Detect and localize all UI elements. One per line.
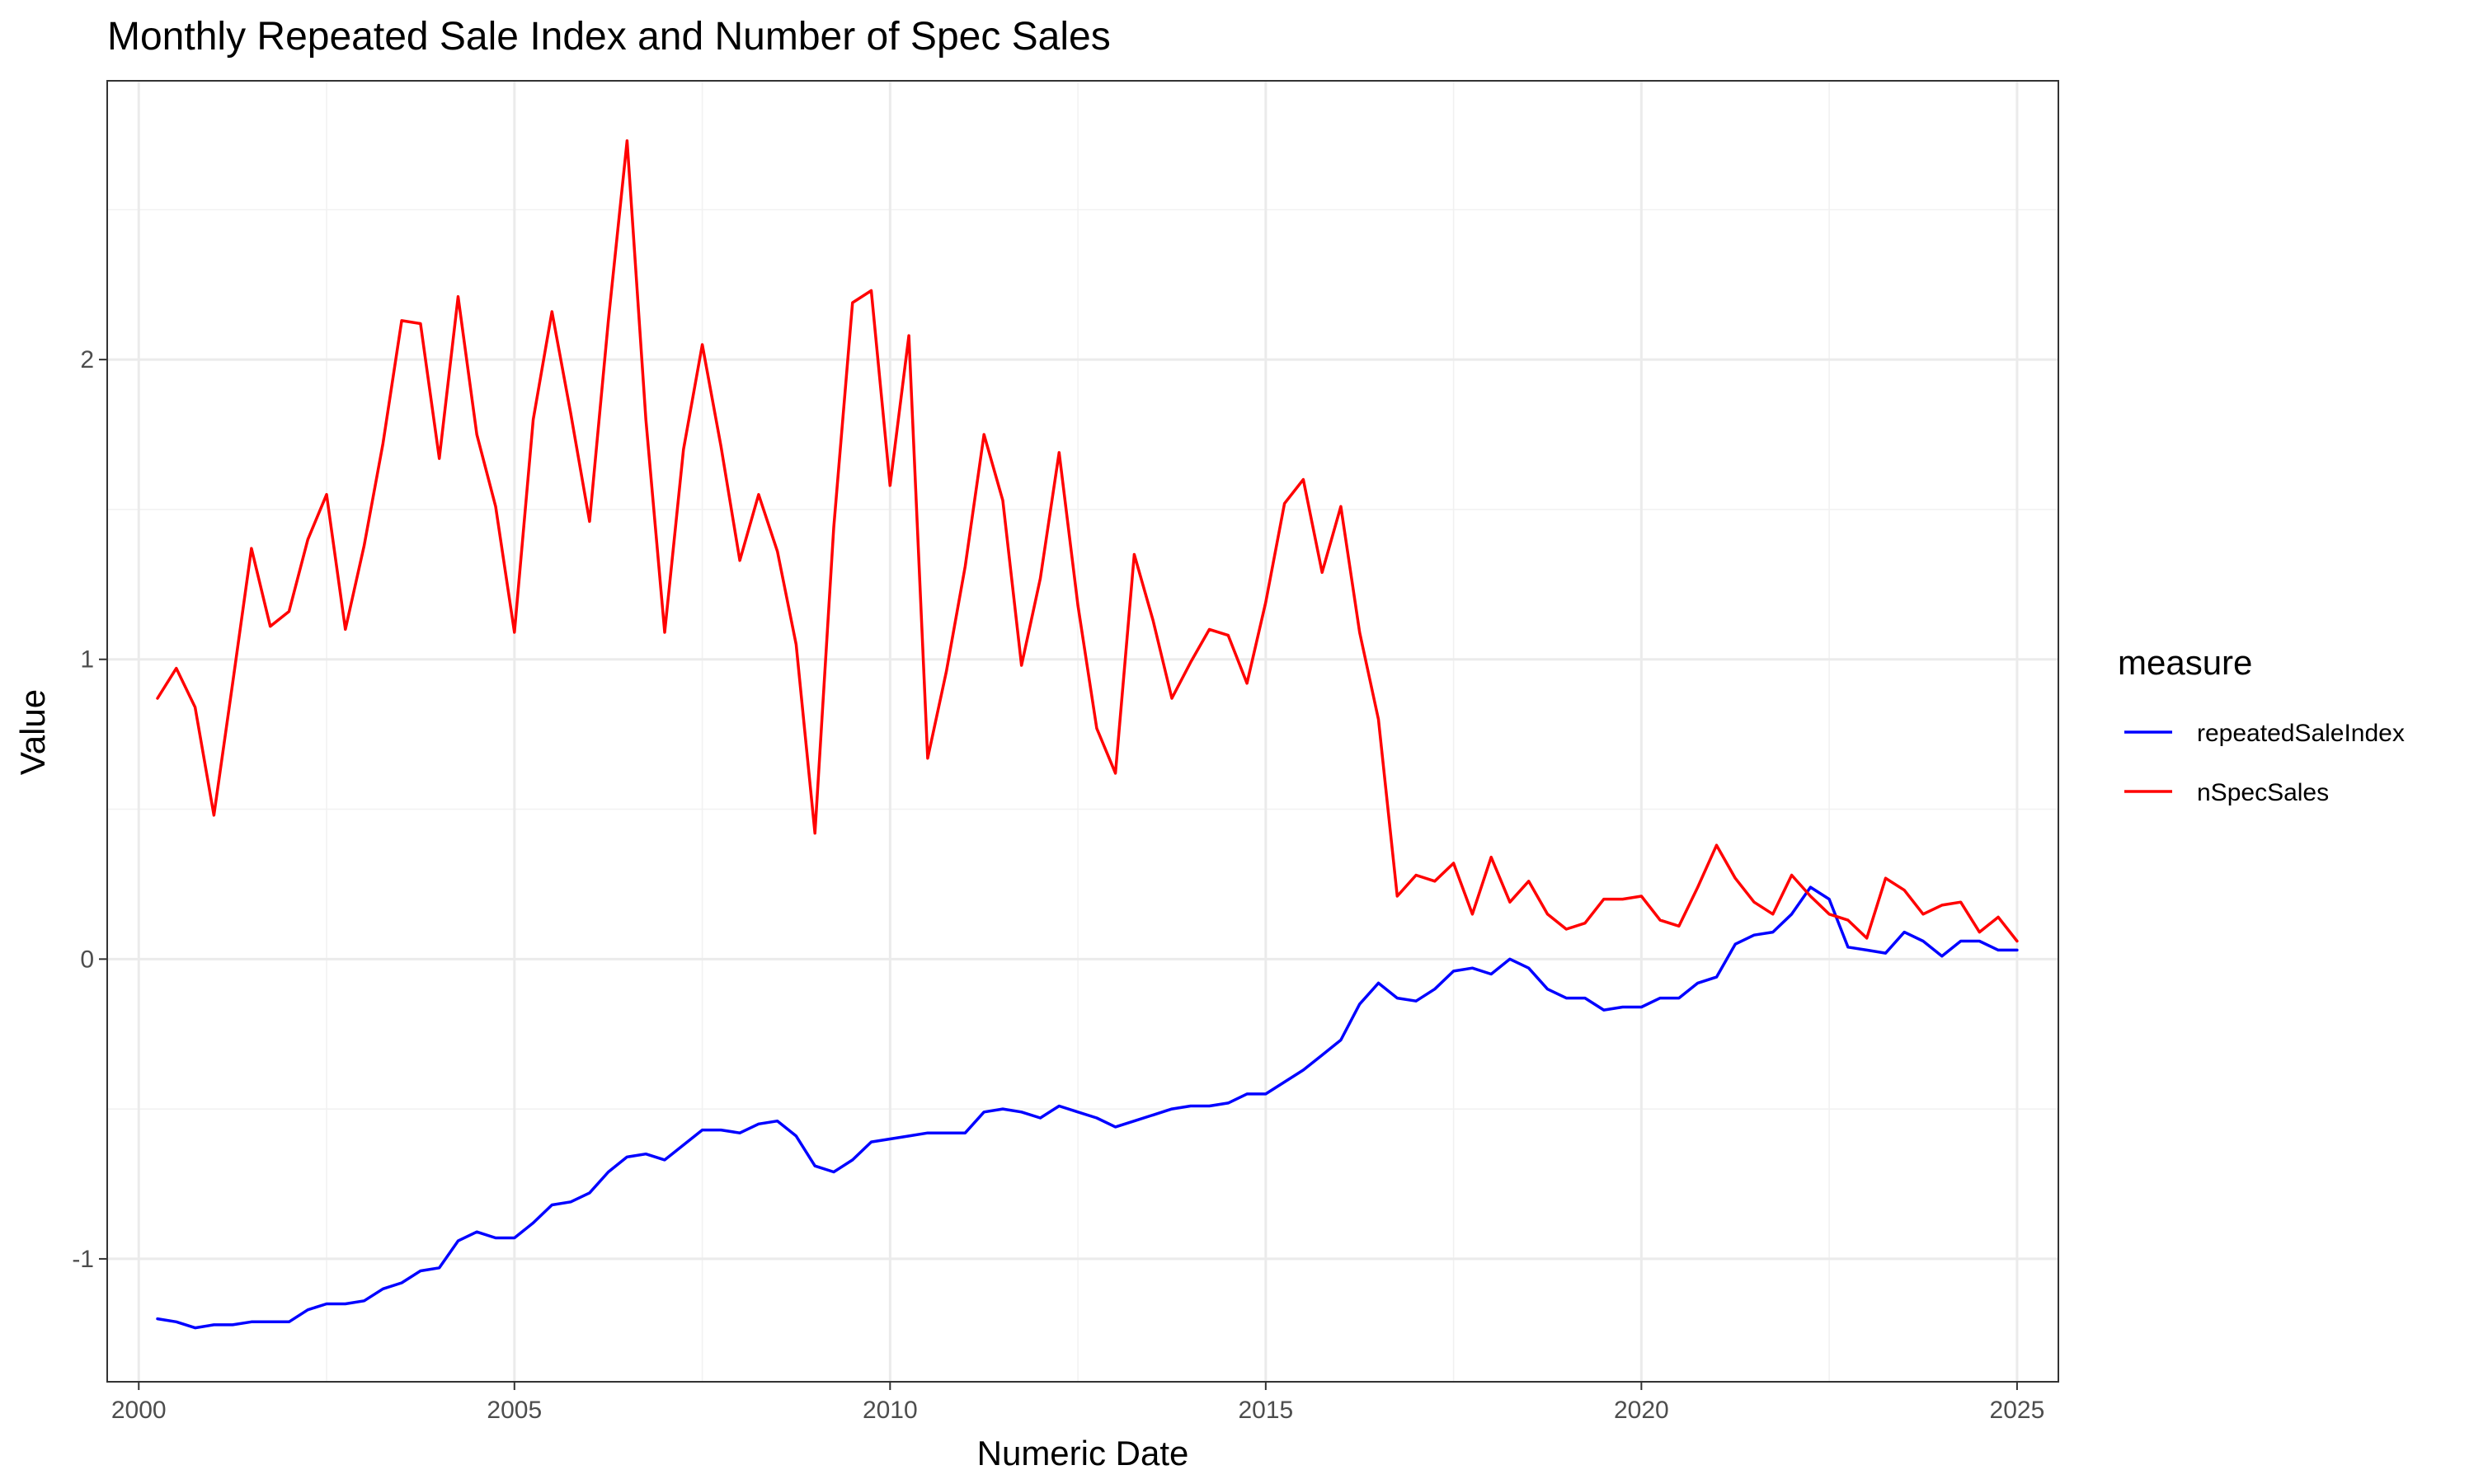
x-tick-label: 2025 (1990, 1397, 2045, 1424)
series-lines (156, 139, 2019, 1330)
x-axis-title: Numeric Date (977, 1434, 1189, 1472)
x-axis-ticks: 2000 2005 2010 2015 2020 2025 (111, 1382, 2044, 1424)
y-axis-ticks: -1 0 1 2 (72, 346, 107, 1273)
panel-border (106, 80, 2059, 1383)
series-line-repeatedSaleIndex (156, 885, 2019, 1330)
x-tick-label: 2000 (111, 1397, 167, 1424)
x-tick-label: 2015 (1238, 1397, 1293, 1424)
legend-title: measure (2118, 643, 2252, 682)
y-tick-label: -1 (72, 1246, 94, 1273)
legend-label-nSpecSales: nSpecSales (2197, 779, 2329, 806)
grid-minor (107, 81, 2058, 1382)
x-tick-label: 2010 (863, 1397, 918, 1424)
y-axis-title: Value (13, 689, 52, 775)
legend-label-repeatedSaleIndex: repeatedSaleIndex (2197, 720, 2405, 747)
y-tick-label: 2 (80, 346, 94, 373)
y-tick-label: 1 (80, 646, 94, 674)
x-tick-label: 2020 (1614, 1397, 1669, 1424)
legend: measure repeatedSaleIndex nSpecSales (2118, 643, 2405, 806)
series-line-nSpecSales (156, 139, 2019, 943)
grid-major (107, 81, 2058, 1382)
y-tick-label: 0 (80, 946, 94, 973)
chart-title: Monthly Repeated Sale Index and Number o… (107, 15, 1111, 59)
x-tick-label: 2005 (487, 1397, 542, 1424)
